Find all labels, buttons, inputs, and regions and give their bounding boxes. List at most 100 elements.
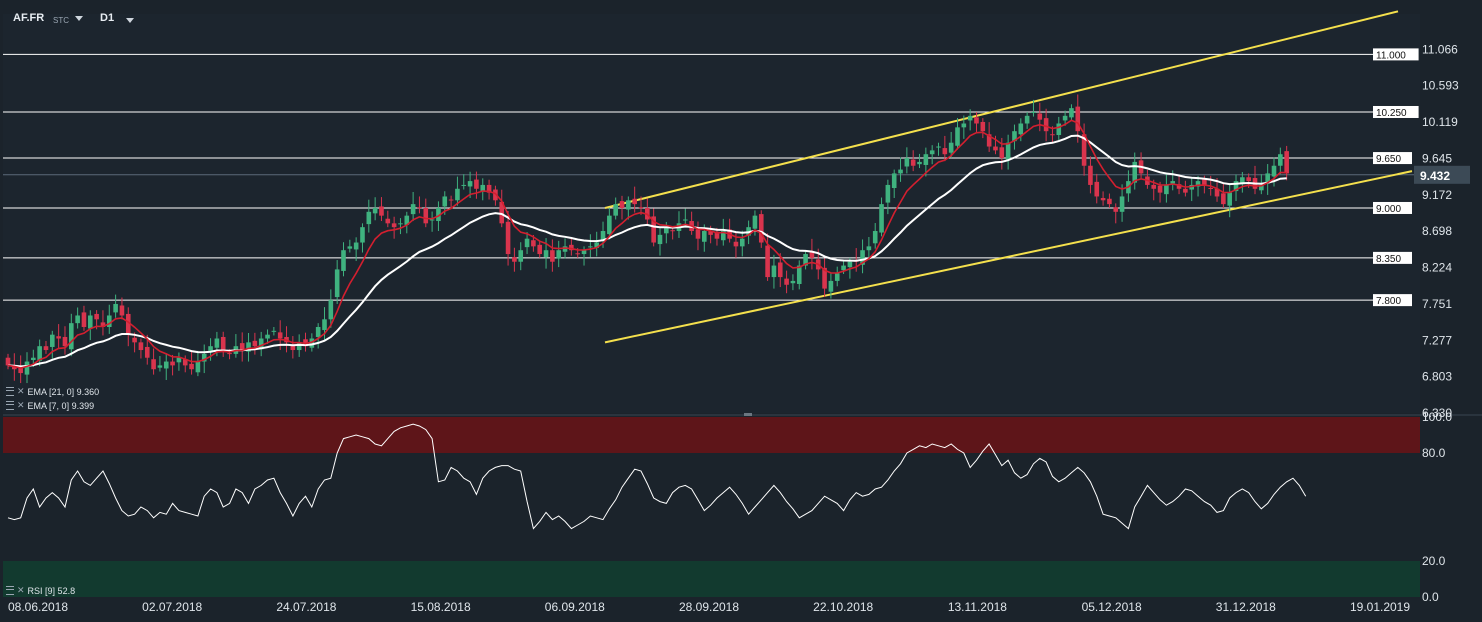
ema7-line	[7, 119, 1287, 369]
candle	[94, 313, 99, 320]
candle	[670, 230, 675, 232]
y-tick-label: 10.593	[1422, 79, 1459, 93]
candle	[1107, 198, 1112, 205]
candle	[1265, 173, 1270, 184]
candle	[999, 147, 1005, 159]
candle	[265, 334, 270, 339]
candle	[18, 366, 23, 374]
channel-lower-line	[604, 170, 1413, 344]
x-tick-label: 02.07.2018	[142, 600, 202, 614]
y-tick-label: 10.119	[1422, 115, 1458, 129]
candle	[1018, 123, 1024, 135]
instrument-type-label: STC	[53, 16, 69, 25]
rsi-y-tick-label: 100.0	[1422, 410, 1452, 424]
candle	[24, 361, 30, 375]
level-label-box	[1373, 48, 1419, 61]
candle	[372, 207, 378, 214]
candle	[910, 159, 916, 166]
candle	[334, 269, 340, 298]
level-label-box	[1373, 201, 1412, 214]
rsi-y-tick-label: 20.0	[1422, 554, 1446, 568]
interval-label[interactable]: D1	[100, 12, 115, 24]
close-icon[interactable]: ✕	[17, 400, 25, 410]
level-label: 10.250	[1376, 108, 1407, 119]
candle	[125, 313, 131, 335]
chevron-down-icon[interactable]	[126, 18, 134, 23]
candle	[562, 246, 568, 252]
level-label: 9.000	[1376, 204, 1401, 215]
candle	[575, 253, 580, 255]
level-label: 7.800	[1376, 296, 1401, 307]
candle	[1176, 184, 1182, 189]
candle	[1094, 181, 1100, 197]
candle	[385, 218, 391, 224]
candle	[151, 359, 156, 370]
settings-icon[interactable]	[6, 586, 14, 595]
candle	[480, 184, 486, 192]
candle	[948, 142, 954, 153]
candle	[638, 207, 644, 209]
y-tick-label: 8.698	[1422, 224, 1452, 238]
candle	[144, 346, 150, 358]
candle	[220, 336, 226, 351]
candle	[739, 238, 745, 247]
y-tick-label: 9.172	[1422, 188, 1452, 202]
candle	[550, 250, 555, 262]
settings-icon[interactable]	[6, 401, 14, 410]
candle	[227, 353, 232, 355]
x-tick-label: 22.10.2018	[813, 600, 873, 614]
candle	[1195, 181, 1201, 187]
channel-upper-line	[604, 10, 1399, 209]
candle	[1050, 134, 1055, 136]
candle	[1132, 161, 1138, 183]
candle	[1221, 193, 1226, 205]
candle	[328, 300, 334, 320]
candle	[651, 216, 656, 243]
price-pane	[3, 14, 1420, 413]
candle	[556, 250, 562, 259]
level-label: 8.350	[1376, 254, 1401, 265]
candle	[429, 219, 435, 221]
candle	[758, 214, 764, 243]
candle	[106, 315, 112, 327]
candle	[75, 315, 80, 324]
x-tick-label: 15.08.2018	[411, 600, 471, 614]
candle	[62, 336, 68, 347]
candle	[87, 315, 93, 329]
level-label: 9.650	[1376, 154, 1401, 165]
candle	[1043, 118, 1049, 132]
candle	[936, 146, 941, 148]
candle	[1202, 179, 1207, 185]
legend-rsi-label: RSI [9] 52.8	[27, 585, 76, 596]
legend-ema21-label: EMA [21, 0] 9.360	[27, 386, 100, 397]
candle	[955, 127, 960, 146]
candle	[708, 231, 713, 235]
chevron-down-icon[interactable]	[75, 16, 83, 21]
candle	[455, 188, 460, 201]
level-label-box	[1373, 251, 1412, 264]
candle	[828, 280, 834, 292]
candle	[524, 238, 530, 248]
settings-icon[interactable]	[6, 387, 14, 396]
x-tick-label: 24.07.2018	[276, 600, 336, 614]
candle	[917, 161, 922, 165]
candle	[1037, 113, 1043, 120]
symbol-label[interactable]: AF.FR	[13, 12, 45, 24]
candle	[214, 338, 220, 348]
candle	[891, 173, 897, 189]
candle	[1284, 151, 1289, 174]
close-icon[interactable]: ✕	[17, 386, 25, 396]
candle	[493, 189, 498, 201]
candle	[353, 242, 359, 250]
candle	[1183, 188, 1188, 193]
candle	[1119, 196, 1125, 212]
candle	[341, 250, 346, 271]
ema21-line	[7, 134, 1287, 368]
candle	[423, 207, 429, 224]
candle	[929, 150, 935, 155]
candle	[860, 250, 865, 265]
candle	[461, 184, 467, 186]
close-icon[interactable]: ✕	[17, 585, 25, 595]
candle	[366, 211, 372, 225]
